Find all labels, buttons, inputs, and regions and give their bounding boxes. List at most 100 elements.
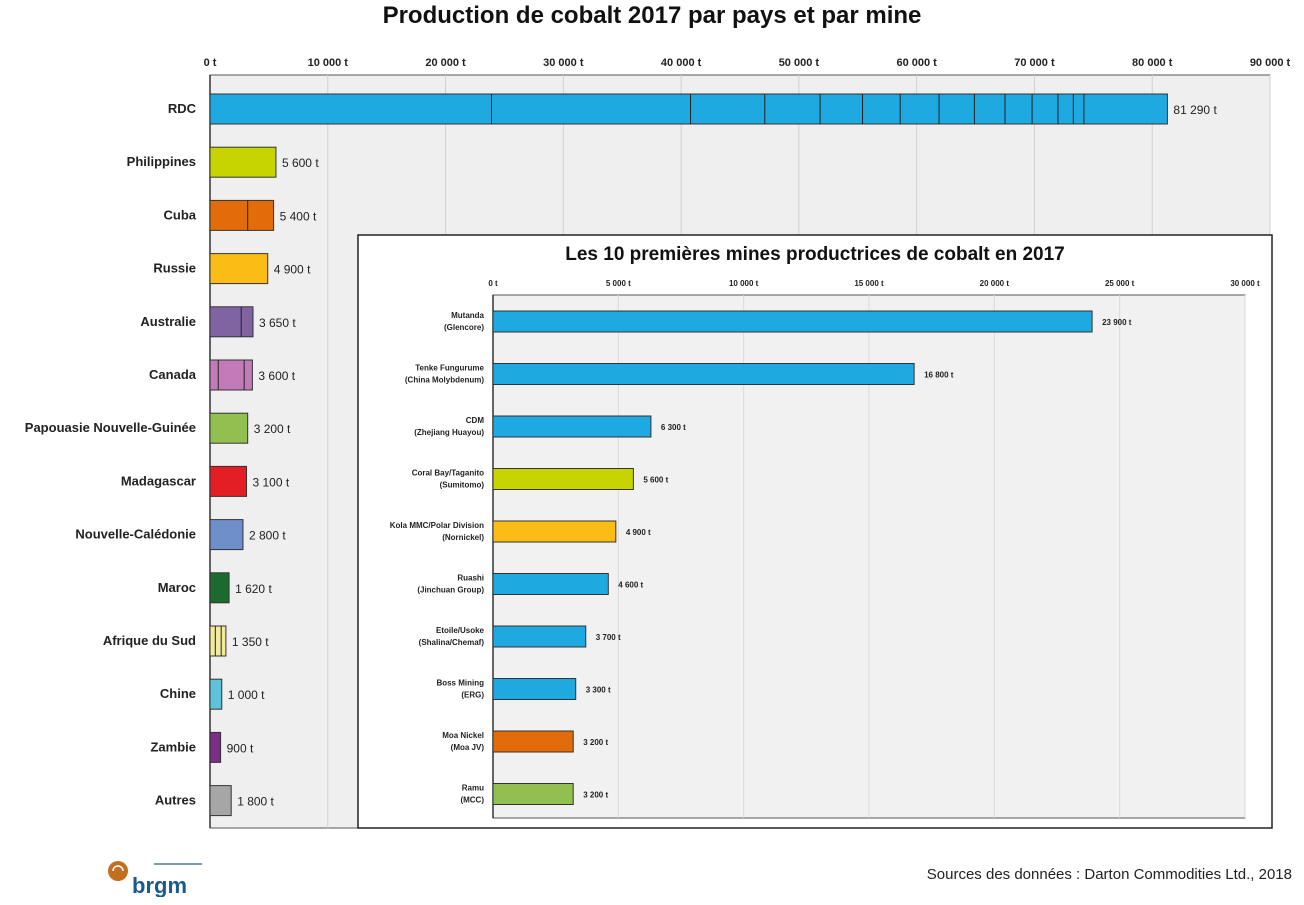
inset-x-tick-label: 5 000 t	[606, 279, 631, 288]
inset-category-label: Coral Bay/Taganito	[412, 469, 484, 478]
inset-x-tick-label: 15 000 t	[854, 279, 884, 288]
inset-value-label: 5 600 t	[643, 476, 668, 485]
inset-category-label: Moa Nickel	[442, 731, 484, 740]
inset-category-sublabel: (Glencore)	[444, 323, 484, 332]
bar	[209, 199, 275, 231]
category-label: RDC	[168, 101, 197, 116]
category-label: Zambie	[150, 739, 196, 754]
bar	[209, 572, 230, 604]
inset-category-sublabel: (Nornickel)	[442, 533, 484, 542]
category-label: Autres	[155, 793, 196, 808]
x-tick-label: 70 000 t	[1014, 57, 1055, 69]
inset-bar	[492, 520, 617, 543]
inset-category-label: Tenke Fungurume	[415, 364, 484, 373]
bar	[209, 93, 1168, 125]
inset-category-label: Ruashi	[457, 574, 484, 583]
inset-value-label: 6 300 t	[661, 423, 686, 432]
source-note: Sources des données : Darton Commodities…	[926, 866, 1292, 883]
svg-text:brgm: brgm	[132, 873, 187, 897]
category-label: Maroc	[158, 580, 196, 595]
inset-bar	[492, 363, 915, 385]
inset-category-label: Etoile/Usoke	[436, 626, 485, 635]
inset-category-sublabel: (ERG)	[461, 691, 484, 700]
bar	[209, 412, 249, 444]
category-label: Nouvelle-Calédonie	[75, 527, 196, 542]
value-label: 1 000 t	[228, 688, 265, 702]
inset-category-label: Kola MMC/Polar Division	[390, 521, 484, 530]
x-tick-label: 50 000 t	[779, 57, 820, 69]
bar	[209, 253, 269, 285]
inset-category-sublabel: (MCC)	[460, 796, 484, 805]
inset-bar	[492, 573, 609, 595]
inset-bar	[492, 783, 574, 805]
inset-category-label: CDM	[466, 416, 485, 425]
inset-category-sublabel: (Moa JV)	[451, 743, 485, 752]
inset-bar	[492, 678, 577, 700]
value-label: 900 t	[227, 741, 254, 755]
category-label: Madagascar	[121, 473, 196, 488]
value-label: 3 100 t	[253, 475, 290, 489]
inset-x-tick-label: 30 000 t	[1230, 279, 1260, 288]
inset-value-label: 3 300 t	[586, 686, 611, 695]
inset-value-label: 3 200 t	[583, 738, 608, 747]
inset-bar	[492, 625, 587, 648]
x-tick-label: 90 000 t	[1250, 57, 1291, 69]
chart-title: Production de cobalt 2017 par pays et pa…	[382, 2, 922, 29]
value-label: 1 800 t	[237, 795, 274, 809]
bar	[209, 731, 222, 763]
x-tick-label: 20 000 t	[425, 57, 466, 69]
x-tick-label: 0 t	[204, 57, 217, 69]
value-label: 4 900 t	[274, 263, 311, 277]
inset-category-label: Ramu	[462, 784, 484, 793]
inset-x-tick-label: 0 t	[488, 279, 498, 288]
value-label: 1 350 t	[232, 635, 269, 649]
bar	[209, 306, 254, 338]
bar	[209, 785, 232, 817]
inset-category-sublabel: (Shalina/Chemaf)	[419, 638, 485, 647]
inset-category-label: Mutanda	[451, 311, 484, 320]
inset-bar	[492, 415, 652, 438]
inset-category-sublabel: (Sumitomo)	[440, 481, 485, 490]
x-tick-label: 60 000 t	[896, 57, 937, 69]
bar	[209, 678, 223, 710]
inset-value-label: 16 800 t	[924, 371, 954, 380]
value-label: 1 620 t	[235, 582, 272, 596]
value-label: 3 200 t	[254, 422, 291, 436]
inset-category-label: Boss Mining	[436, 679, 484, 688]
x-tick-label: 80 000 t	[1132, 57, 1173, 69]
value-label: 3 650 t	[259, 316, 296, 330]
inset-bar	[492, 730, 574, 753]
value-label: 5 400 t	[280, 209, 317, 223]
inset-category-sublabel: (Jinchuan Group)	[417, 586, 484, 595]
value-label: 5 600 t	[282, 156, 319, 170]
x-tick-label: 10 000 t	[308, 57, 349, 69]
category-label: Australie	[140, 314, 196, 329]
category-label: Chine	[160, 686, 196, 701]
inset-value-label: 4 600 t	[618, 581, 643, 590]
x-tick-label: 30 000 t	[543, 57, 584, 69]
inset-value-label: 3 700 t	[596, 633, 621, 642]
inset-value-label: 3 200 t	[583, 791, 608, 800]
category-label: Cuba	[164, 207, 197, 222]
bar	[209, 146, 277, 178]
bar	[209, 465, 248, 497]
x-tick-label: 40 000 t	[661, 57, 702, 69]
category-label: Canada	[149, 367, 197, 382]
inset-bar	[492, 310, 1093, 333]
bar	[209, 625, 227, 657]
inset-category-sublabel: (Zhejiang Huayou)	[414, 428, 484, 437]
category-label: Philippines	[127, 154, 196, 169]
inset-category-sublabel: (China Molybdenum)	[405, 376, 484, 385]
category-label: Afrique du Sud	[103, 633, 196, 648]
category-label: Russie	[153, 261, 196, 276]
value-label: 81 290 t	[1173, 103, 1217, 117]
brgm-logo: brgm	[108, 861, 202, 897]
bar	[209, 519, 244, 551]
inset-value-label: 23 900 t	[1102, 318, 1132, 327]
inset-x-tick-label: 25 000 t	[1105, 279, 1135, 288]
inset-title: Les 10 premières mines productrices de c…	[565, 244, 1065, 265]
category-label: Papouasie Nouvelle-Guinée	[25, 420, 196, 435]
inset-value-label: 4 900 t	[626, 528, 651, 537]
